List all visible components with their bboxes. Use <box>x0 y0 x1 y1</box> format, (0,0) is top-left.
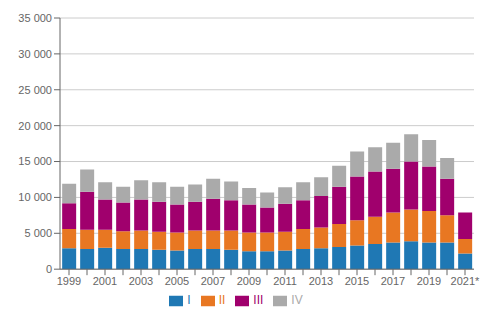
svg-text:2015: 2015 <box>345 275 369 287</box>
svg-text:2017: 2017 <box>381 275 405 287</box>
svg-text:2021*: 2021* <box>451 275 480 287</box>
svg-text:5 000: 5 000 <box>24 227 52 239</box>
svg-text:2007: 2007 <box>201 275 225 287</box>
svg-text:2005: 2005 <box>165 275 189 287</box>
svg-text:2019: 2019 <box>417 275 441 287</box>
svg-text:2011: 2011 <box>273 275 297 287</box>
svg-text:20 000: 20 000 <box>18 120 52 132</box>
svg-text:2013: 2013 <box>309 275 333 287</box>
html-text:IV: IV <box>291 293 303 308</box>
svg-text:10 000: 10 000 <box>18 191 52 203</box>
html-text:II: II <box>218 293 226 308</box>
svg-text:35 000: 35 000 <box>18 12 52 24</box>
svg-text:0: 0 <box>46 263 52 275</box>
svg-text:2009: 2009 <box>237 275 261 287</box>
svg-text:2003: 2003 <box>129 275 153 287</box>
html-text:III: III <box>253 293 264 308</box>
svg-text:1999: 1999 <box>57 275 81 287</box>
svg-text:30 000: 30 000 <box>18 48 52 60</box>
svg-text:25 000: 25 000 <box>18 84 52 96</box>
svg-text:2001: 2001 <box>93 275 117 287</box>
svg-text:15 000: 15 000 <box>18 155 52 167</box>
html-text:I: I <box>187 293 191 308</box>
